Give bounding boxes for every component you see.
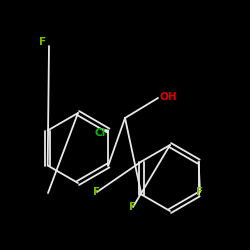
Text: F: F bbox=[40, 37, 46, 47]
Text: F: F bbox=[94, 187, 100, 197]
Text: F: F bbox=[130, 202, 136, 212]
Text: F: F bbox=[196, 187, 203, 197]
Text: Cl: Cl bbox=[94, 128, 106, 138]
Text: OH: OH bbox=[160, 92, 178, 102]
